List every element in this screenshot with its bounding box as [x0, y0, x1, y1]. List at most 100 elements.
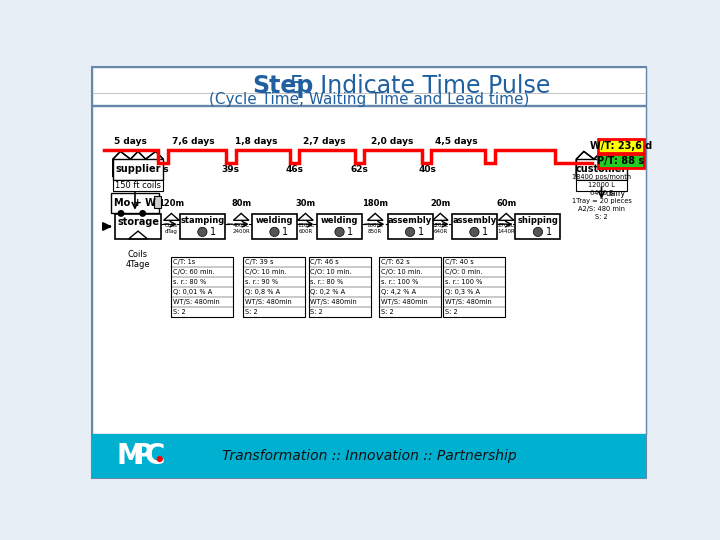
- Circle shape: [534, 227, 543, 237]
- Circle shape: [157, 456, 163, 462]
- Bar: [576, 159, 626, 180]
- Text: C: C: [145, 442, 166, 470]
- Bar: [309, 257, 371, 318]
- Text: 60m: 60m: [496, 199, 516, 208]
- Text: Q: 0,2 % A: Q: 0,2 % A: [310, 289, 345, 295]
- Text: 1: 1: [418, 227, 424, 237]
- Text: S: 2: S: 2: [245, 309, 258, 315]
- Bar: [180, 214, 225, 239]
- Polygon shape: [367, 213, 383, 220]
- Bar: [92, 106, 646, 434]
- Text: assembly: assembly: [452, 216, 497, 225]
- Bar: [153, 195, 161, 208]
- Text: supplier: supplier: [115, 164, 161, 174]
- Text: WT/S: 480min: WT/S: 480min: [445, 299, 492, 305]
- Text: welding: welding: [321, 216, 359, 225]
- Bar: [598, 139, 644, 153]
- Polygon shape: [163, 213, 179, 220]
- Text: C/O: 60 min.: C/O: 60 min.: [173, 269, 215, 275]
- Text: 30m: 30m: [295, 199, 315, 208]
- Bar: [114, 214, 161, 239]
- Circle shape: [198, 227, 207, 237]
- Text: S: 2: S: 2: [310, 309, 323, 315]
- Polygon shape: [498, 213, 514, 220]
- Text: C/T: 46 s: C/T: 46 s: [310, 259, 339, 265]
- Polygon shape: [297, 213, 313, 220]
- Text: WT/S: 480min: WT/S: 480min: [245, 299, 292, 305]
- Bar: [317, 214, 362, 239]
- Text: 1: 1: [482, 227, 488, 237]
- Text: daily: daily: [606, 189, 626, 198]
- Bar: [576, 180, 626, 191]
- Text: 1100L
600R: 1100L 600R: [297, 224, 314, 234]
- Text: Q: 0,3 % A: Q: 0,3 % A: [445, 289, 480, 295]
- Text: 20m: 20m: [430, 199, 451, 208]
- Bar: [92, 434, 646, 478]
- Text: 2700L
1440R: 2700L 1440R: [498, 224, 515, 234]
- Text: W/T: 23,6 d: W/T: 23,6 d: [590, 141, 652, 151]
- Text: stamping: stamping: [180, 216, 225, 225]
- Text: s. r.: 90 %: s. r.: 90 %: [245, 279, 278, 285]
- Text: C/O: 10 min.: C/O: 10 min.: [381, 269, 422, 275]
- Text: M: M: [117, 442, 144, 470]
- Polygon shape: [576, 151, 626, 177]
- Text: 1: 1: [282, 227, 288, 237]
- Bar: [379, 257, 441, 318]
- Text: customer: customer: [576, 164, 627, 174]
- Text: 5: Indicate Time Pulse: 5: Indicate Time Pulse: [282, 75, 551, 98]
- Bar: [598, 154, 644, 168]
- Polygon shape: [233, 213, 249, 220]
- Circle shape: [335, 227, 344, 237]
- Text: s. r.: 80 %: s. r.: 80 %: [173, 279, 206, 285]
- Text: Q: 0,01 % A: Q: 0,01 % A: [173, 289, 212, 295]
- Text: 5 days: 5 days: [114, 137, 147, 146]
- Circle shape: [469, 227, 479, 237]
- Text: 18400 pos/month
12000 L
6400 R
1Tray = 20 pieces
A2/S: 480 min
S: 2: 18400 pos/month 12000 L 6400 R 1Tray = 2…: [572, 174, 631, 220]
- Circle shape: [117, 210, 125, 217]
- Text: Transformation :: Innovation :: Partnership: Transformation :: Innovation :: Partners…: [222, 449, 516, 463]
- Text: C/O: 10 min.: C/O: 10 min.: [245, 269, 287, 275]
- FancyBboxPatch shape: [111, 193, 159, 213]
- Text: welding: welding: [256, 216, 293, 225]
- Text: 180m: 180m: [362, 199, 388, 208]
- Text: (Cycle Time, Waiting Time and Lead time): (Cycle Time, Waiting Time and Lead time): [209, 92, 529, 107]
- Polygon shape: [113, 151, 163, 177]
- Text: 1,8 days: 1,8 days: [235, 137, 278, 146]
- Text: C/T: 62 s: C/T: 62 s: [381, 259, 410, 265]
- Text: s. r.: 80 %: s. r.: 80 %: [310, 279, 343, 285]
- Text: P/T: 88 s: P/T: 88 s: [598, 156, 644, 166]
- Text: Coils
dTag: Coils dTag: [165, 224, 178, 234]
- Text: Step: Step: [253, 75, 314, 98]
- Text: S: 2: S: 2: [173, 309, 186, 315]
- Text: 4,5 days: 4,5 days: [436, 137, 478, 146]
- Bar: [171, 257, 233, 318]
- Text: storage: storage: [117, 217, 159, 227]
- Bar: [444, 257, 505, 318]
- Text: 2,7 days: 2,7 days: [302, 137, 346, 146]
- Bar: [113, 180, 163, 191]
- Text: 80m: 80m: [231, 199, 251, 208]
- Text: 1s: 1s: [157, 165, 168, 174]
- Text: 62s: 62s: [351, 165, 369, 174]
- Text: WT/S: 480min: WT/S: 480min: [173, 299, 220, 305]
- Text: WT/S: 480min: WT/S: 480min: [381, 299, 428, 305]
- Polygon shape: [433, 213, 448, 220]
- Text: 1: 1: [546, 227, 552, 237]
- Bar: [92, 67, 646, 105]
- Text: 40s: 40s: [418, 165, 436, 174]
- Text: 46s: 46s: [286, 165, 304, 174]
- Text: Q: 4,2 % A: Q: 4,2 % A: [381, 289, 415, 295]
- Text: 120m: 120m: [158, 199, 184, 208]
- Text: C/O: 10 min.: C/O: 10 min.: [310, 269, 352, 275]
- Bar: [252, 214, 297, 239]
- Text: 150 ft coils: 150 ft coils: [115, 181, 161, 190]
- Text: Coils
4Tage: Coils 4Tage: [126, 249, 150, 269]
- Text: P: P: [132, 442, 153, 470]
- Text: s. r.: 100 %: s. r.: 100 %: [445, 279, 482, 285]
- Text: S: 2: S: 2: [381, 309, 393, 315]
- Circle shape: [270, 227, 279, 237]
- Text: C/T: 1s: C/T: 1s: [173, 259, 195, 265]
- Bar: [452, 214, 497, 239]
- Text: C/T: 40 s: C/T: 40 s: [445, 259, 474, 265]
- Text: 1: 1: [347, 227, 354, 237]
